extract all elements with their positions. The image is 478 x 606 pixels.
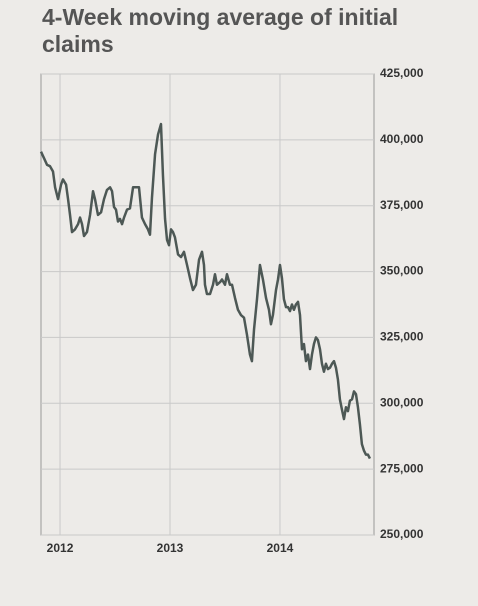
- y-tick-label: 275,000: [380, 461, 424, 475]
- plot-frame: [40, 73, 375, 536]
- y-tick-label: 400,000: [380, 132, 424, 146]
- chart-title: 4-Week moving average of initial claims: [42, 4, 399, 57]
- y-tick-label: 425,000: [380, 66, 424, 80]
- y-tick-label: 375,000: [380, 198, 424, 212]
- y-tick-label: 300,000: [380, 395, 424, 409]
- x-tick-label: 2013: [157, 541, 184, 555]
- x-tick-label: 2014: [267, 541, 294, 555]
- data-line: [39, 122, 372, 460]
- y-tick-label: 325,000: [380, 330, 424, 344]
- y-tick-label: 350,000: [380, 264, 424, 278]
- y-tick-label: 250,000: [380, 527, 424, 541]
- x-tick-label: 2012: [47, 541, 74, 555]
